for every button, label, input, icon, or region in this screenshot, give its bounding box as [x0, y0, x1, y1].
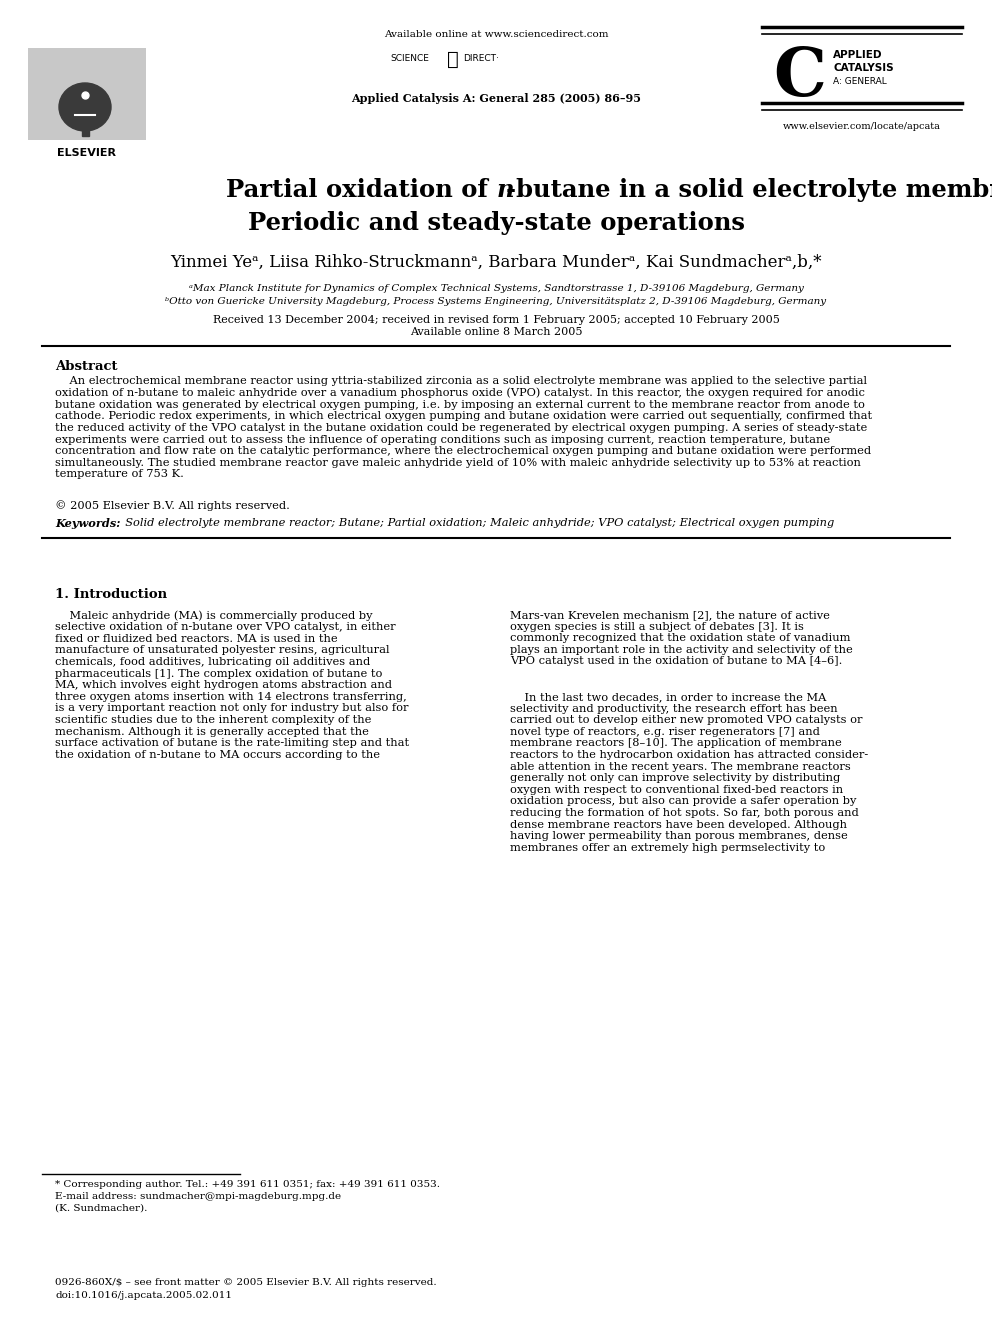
Text: DIRECT·: DIRECT· [463, 54, 499, 64]
Text: doi:10.1016/j.apcata.2005.02.011: doi:10.1016/j.apcata.2005.02.011 [55, 1291, 232, 1301]
Text: SCIENCE: SCIENCE [390, 54, 429, 64]
Text: ⓐ: ⓐ [447, 50, 458, 69]
Text: Partial oxidation of: Partial oxidation of [225, 179, 496, 202]
Text: ELSEVIER: ELSEVIER [58, 148, 116, 157]
Text: Keywords:: Keywords: [55, 519, 120, 529]
Text: In the last two decades, in order to increase the MA
selectivity and productivit: In the last two decades, in order to inc… [510, 692, 868, 853]
Text: © 2005 Elsevier B.V. All rights reserved.: © 2005 Elsevier B.V. All rights reserved… [55, 500, 290, 511]
Text: C: C [773, 45, 826, 110]
Text: 1. Introduction: 1. Introduction [55, 587, 167, 601]
Text: Available online at www.sciencedirect.com: Available online at www.sciencedirect.co… [384, 30, 608, 38]
Text: Applied Catalysis A: General 285 (2005) 86–95: Applied Catalysis A: General 285 (2005) … [351, 93, 641, 105]
Text: E-mail address: sundmacher@mpi-magdeburg.mpg.de: E-mail address: sundmacher@mpi-magdeburg… [55, 1192, 341, 1201]
Text: CATALYSIS: CATALYSIS [833, 64, 894, 73]
Text: Periodic and steady-state operations: Periodic and steady-state operations [247, 210, 745, 235]
Text: APPLIED: APPLIED [833, 50, 883, 60]
Text: A: GENERAL: A: GENERAL [833, 77, 887, 86]
Text: Received 13 December 2004; received in revised form 1 February 2005; accepted 10: Received 13 December 2004; received in r… [212, 315, 780, 325]
Text: ᵇOtto von Guericke University Magdeburg, Process Systems Engineering, Universitä: ᵇOtto von Guericke University Magdeburg,… [166, 296, 826, 306]
Text: An electrochemical membrane reactor using yttria-stabilized zirconia as a solid : An electrochemical membrane reactor usin… [55, 376, 872, 479]
Text: Maleic anhydride (MA) is commercially produced by
selective oxidation of n-butan: Maleic anhydride (MA) is commercially pr… [55, 610, 409, 759]
Text: ᵃMax Planck Institute for Dynamics of Complex Technical Systems, Sandtorstrasse : ᵃMax Planck Institute for Dynamics of Co… [188, 284, 804, 292]
Text: Mars-van Krevelen mechanism [2], the nature of active
oxygen species is still a : Mars-van Krevelen mechanism [2], the nat… [510, 610, 853, 667]
Text: (K. Sundmacher).: (K. Sundmacher). [55, 1204, 148, 1213]
Text: -butane in a solid electrolyte membrane reactor:: -butane in a solid electrolyte membrane … [506, 179, 992, 202]
Text: n: n [497, 179, 515, 202]
Text: Available online 8 March 2005: Available online 8 March 2005 [410, 327, 582, 337]
Text: www.elsevier.com/locate/apcata: www.elsevier.com/locate/apcata [783, 122, 941, 131]
Ellipse shape [59, 83, 111, 131]
Bar [82, 118, 89, 136]
Text: Abstract: Abstract [55, 360, 117, 373]
Text: * Corresponding author. Tel.: +49 391 611 0351; fax: +49 391 611 0353.: * Corresponding author. Tel.: +49 391 61… [55, 1180, 440, 1189]
FancyBboxPatch shape [28, 48, 146, 140]
Text: Solid electrolyte membrane reactor; Butane; Partial oxidation; Maleic anhydride;: Solid electrolyte membrane reactor; Buta… [118, 519, 834, 528]
Text: 0926-860X/$ – see front matter © 2005 Elsevier B.V. All rights reserved.: 0926-860X/$ – see front matter © 2005 El… [55, 1278, 436, 1287]
Text: Yinmei Yeᵃ, Liisa Rihko-Struckmannᵃ, Barbara Munderᵃ, Kai Sundmacherᵃ,b,*: Yinmei Yeᵃ, Liisa Rihko-Struckmannᵃ, Bar… [171, 254, 821, 271]
